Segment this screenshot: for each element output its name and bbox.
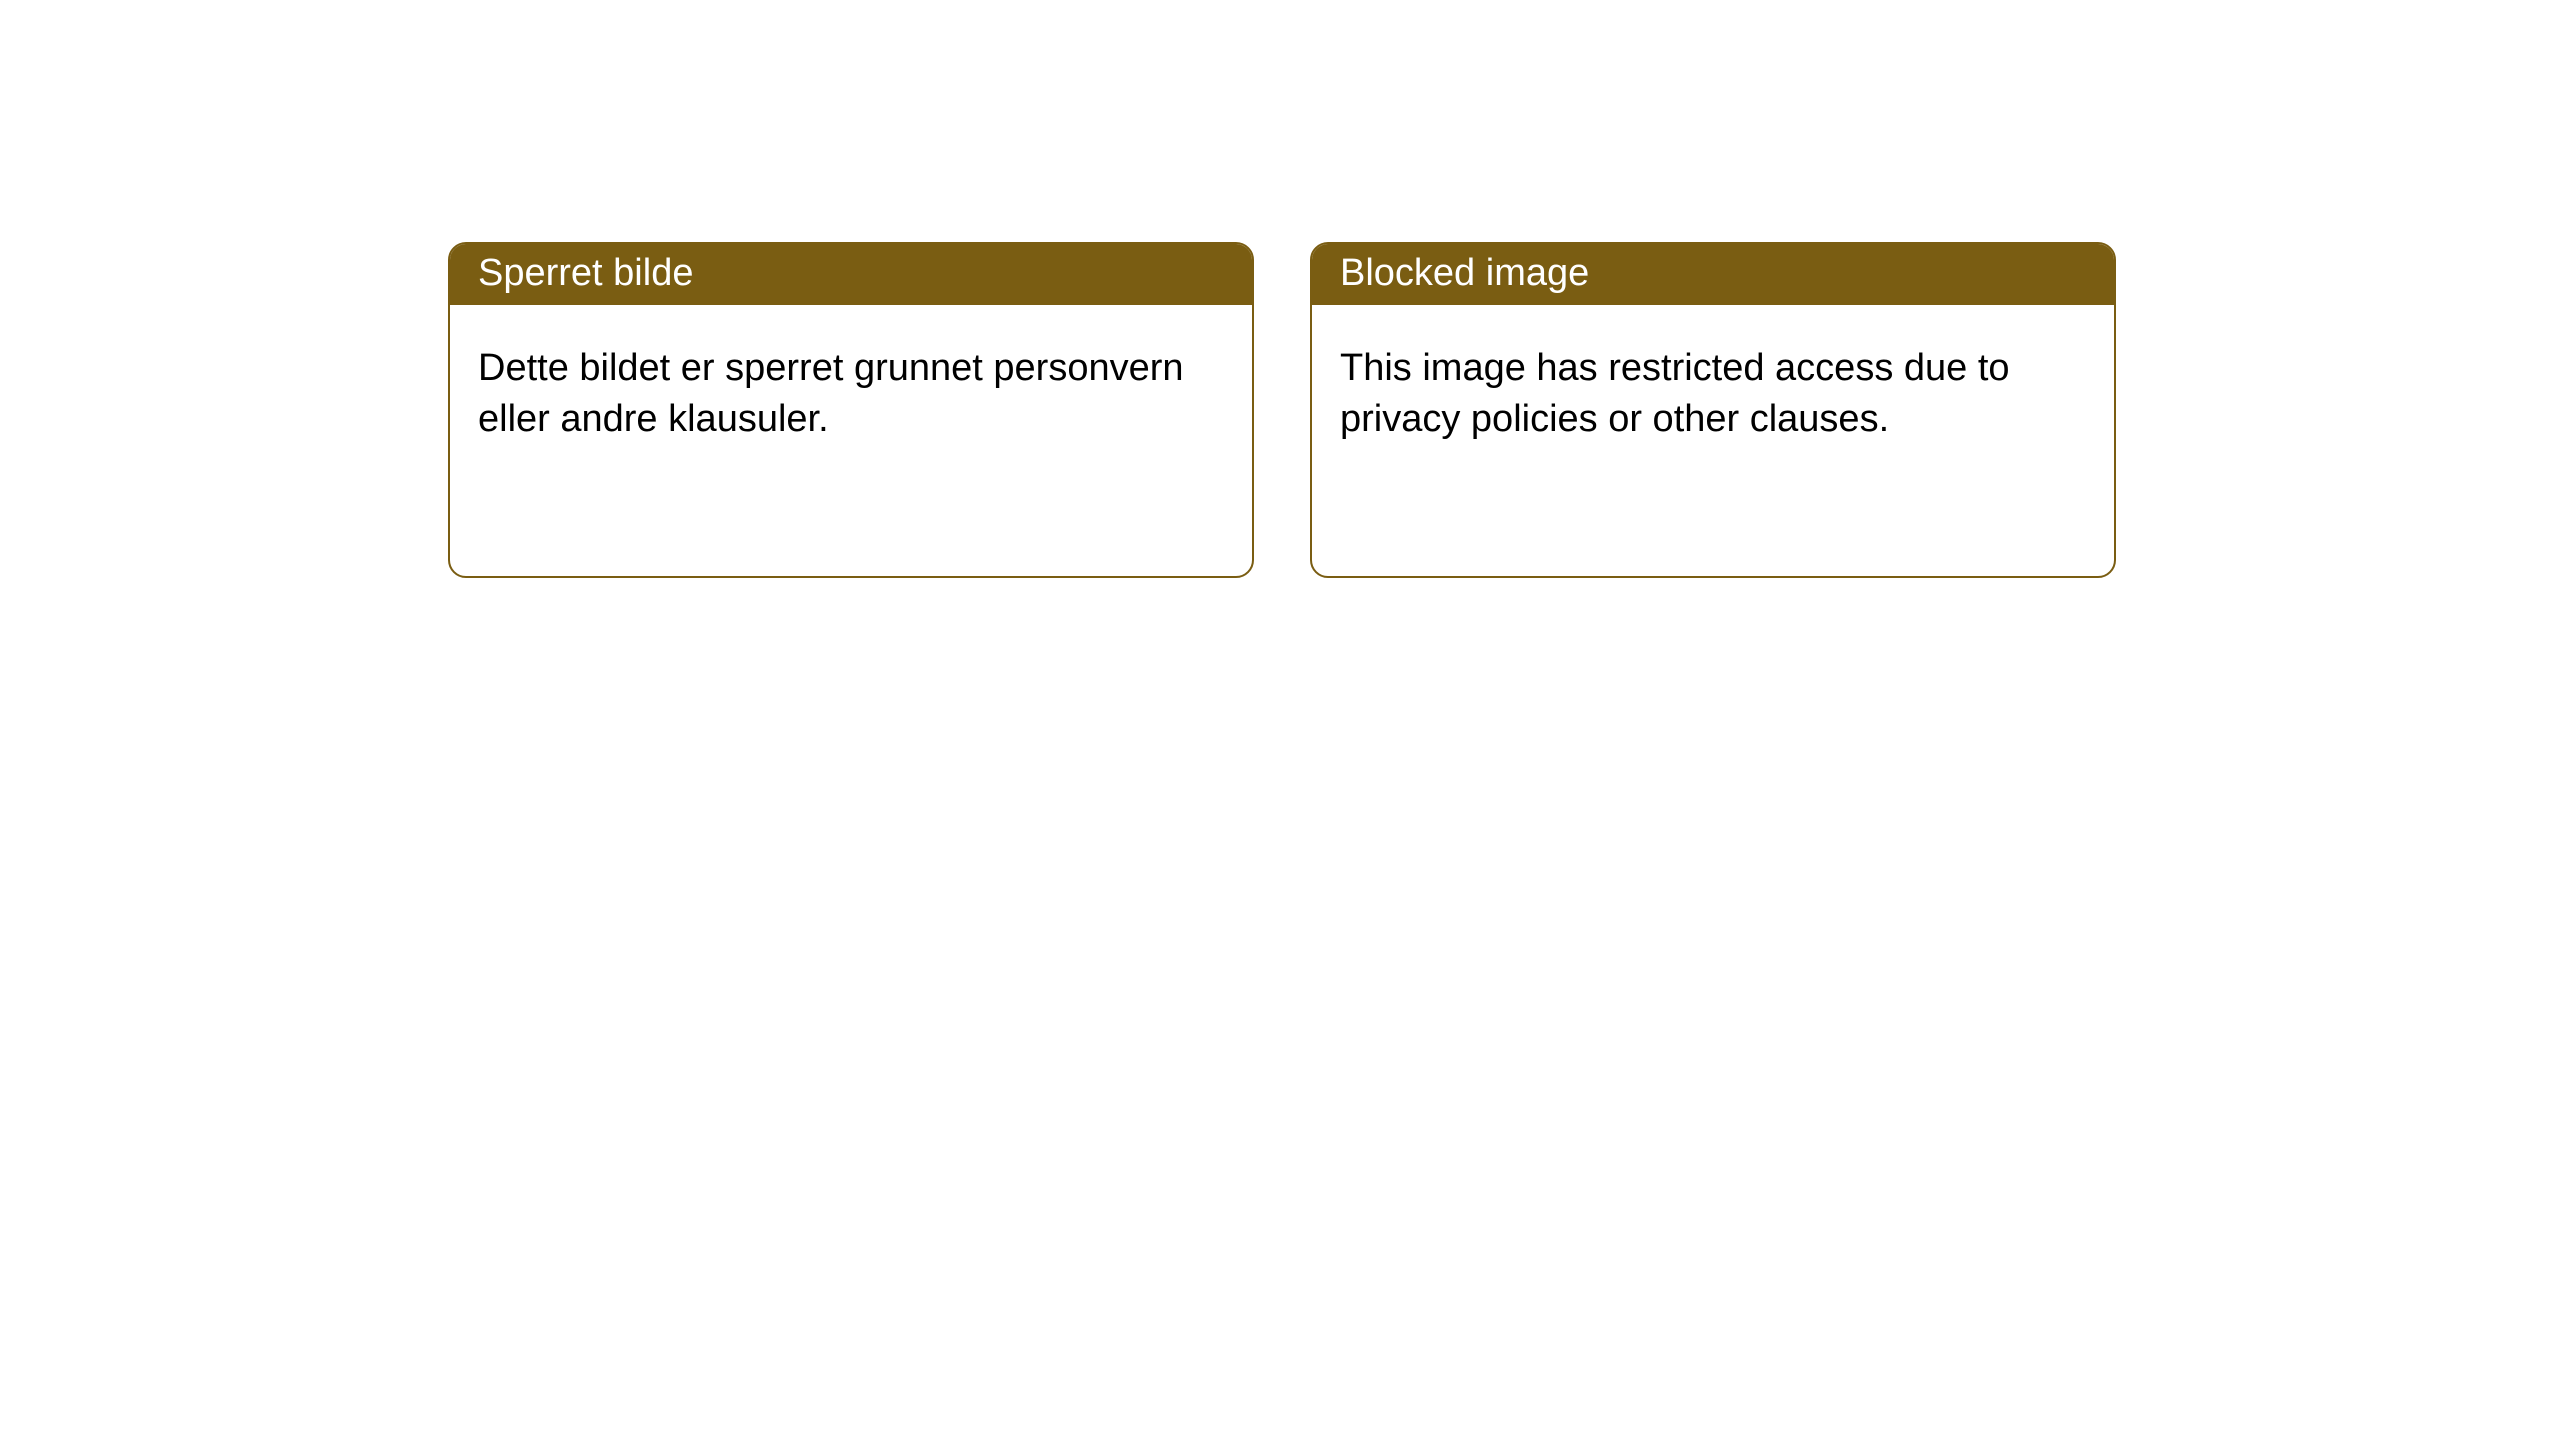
notice-box-english: Blocked image This image has restricted … bbox=[1310, 242, 2116, 578]
notice-title: Sperret bilde bbox=[450, 244, 1252, 305]
notice-container: Sperret bilde Dette bildet er sperret gr… bbox=[0, 0, 2560, 578]
notice-body: This image has restricted access due to … bbox=[1312, 305, 2114, 484]
notice-title: Blocked image bbox=[1312, 244, 2114, 305]
notice-box-norwegian: Sperret bilde Dette bildet er sperret gr… bbox=[448, 242, 1254, 578]
notice-body: Dette bildet er sperret grunnet personve… bbox=[450, 305, 1252, 484]
